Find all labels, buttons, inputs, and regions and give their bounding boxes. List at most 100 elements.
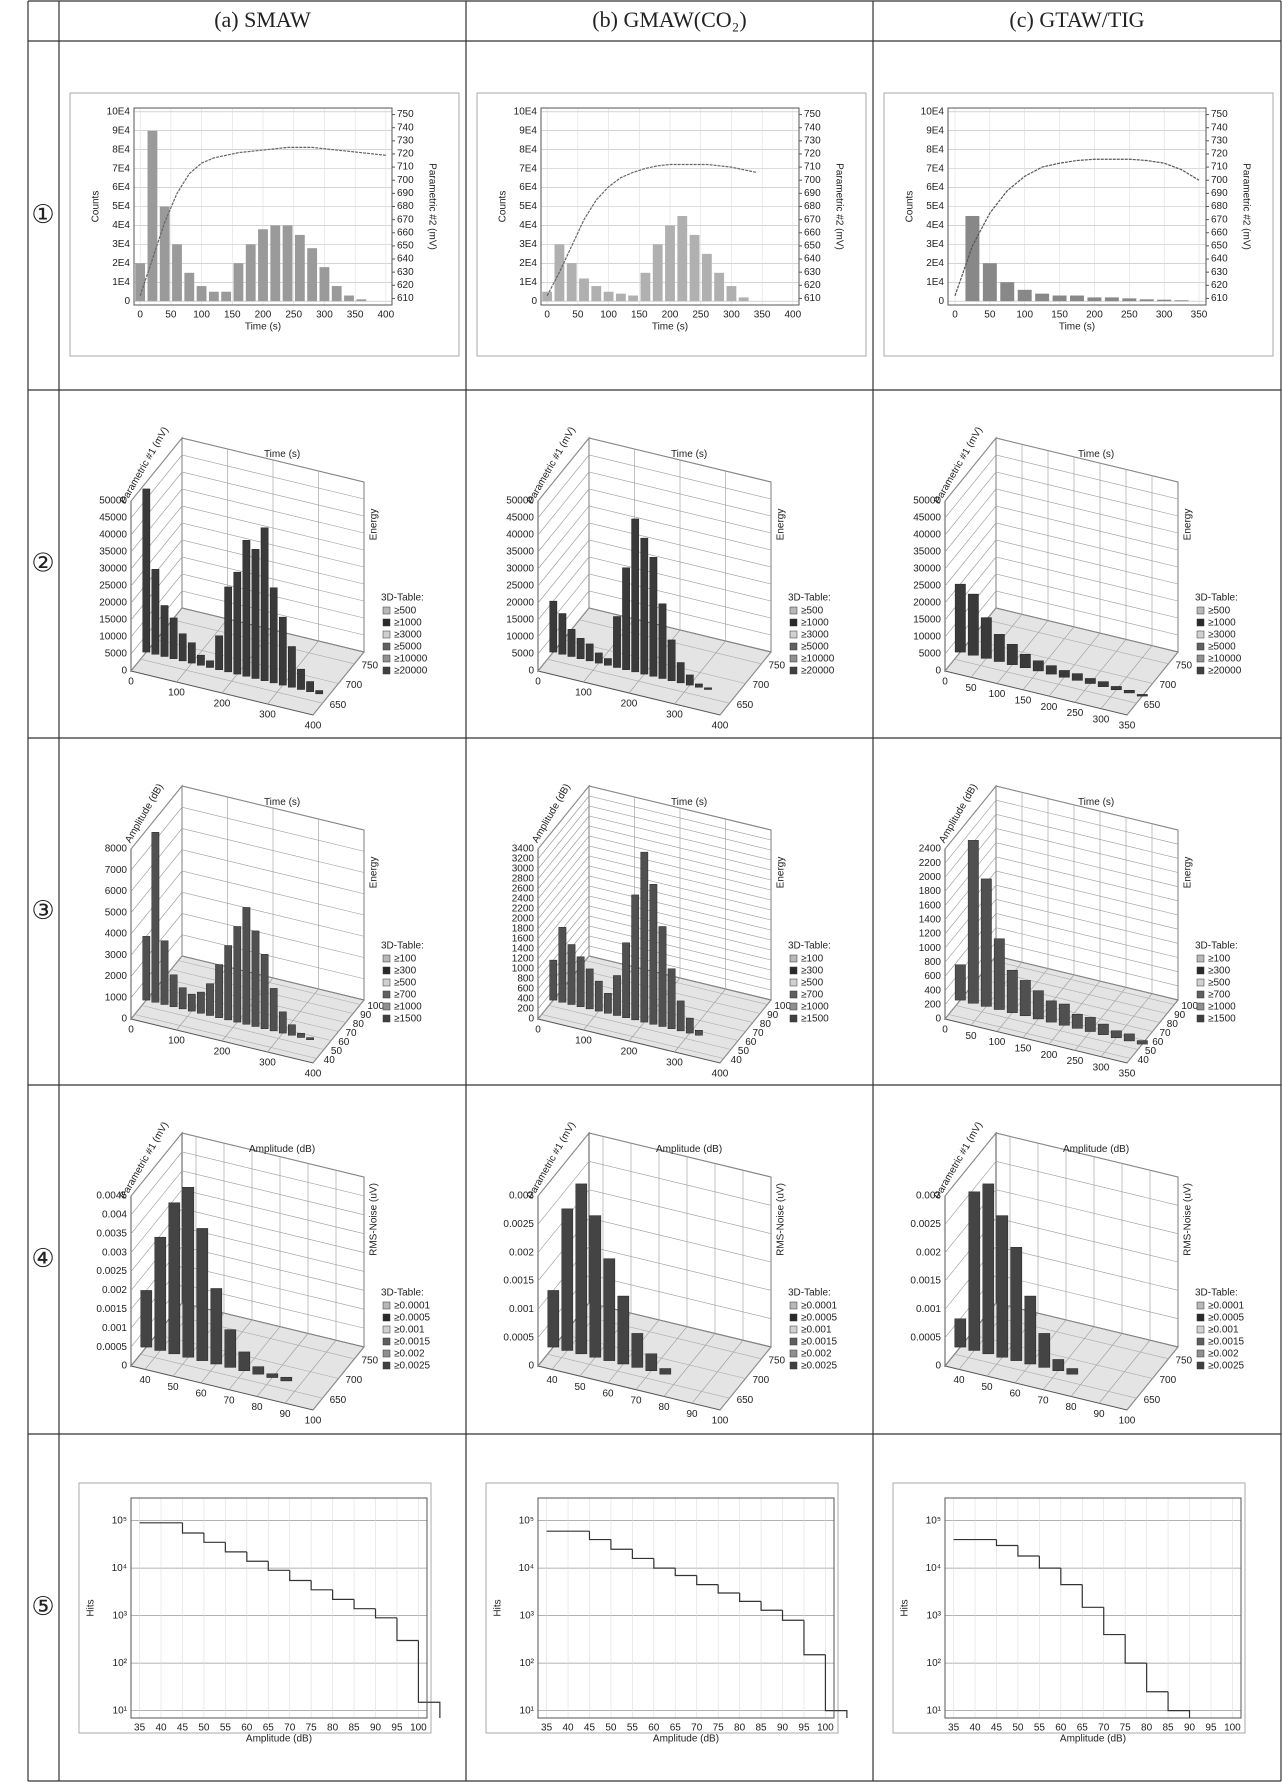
y2-tick-label: 720 xyxy=(804,149,821,160)
bar-3d xyxy=(1071,673,1083,681)
side-axis-label: Energy xyxy=(1183,509,1194,541)
chart-frame xyxy=(476,92,867,357)
y2-tick-label: 710 xyxy=(1211,162,1228,173)
grid-line xyxy=(547,658,730,704)
x-tick-label: 100 xyxy=(305,1416,322,1427)
x-tick-label: 70 xyxy=(691,1723,703,1734)
y2-tick-label: 650 xyxy=(804,241,821,252)
x-tick-label: 250 xyxy=(1121,310,1138,321)
depth-tick-label: 70 xyxy=(346,1028,358,1039)
legend-swatch xyxy=(1196,1349,1205,1358)
bar-3d xyxy=(954,583,966,653)
x-tick-label: 350 xyxy=(754,310,771,321)
y-tick-label: 10² xyxy=(520,1658,535,1669)
x-tick-label: 35 xyxy=(134,1723,146,1734)
x-tick-label: 95 xyxy=(798,1723,810,1734)
grid-line xyxy=(537,1132,772,1197)
z-tick-label: 200 xyxy=(924,999,941,1010)
legend-label: ≥0.001 xyxy=(801,1325,832,1336)
legend-swatch xyxy=(1196,990,1205,999)
bar-3d xyxy=(585,968,594,1010)
bar-3d xyxy=(306,681,314,692)
z-tick-label: 2000 xyxy=(105,971,128,982)
legend-swatch xyxy=(1196,1014,1205,1023)
legend-swatch xyxy=(382,654,391,663)
x-tick-label: 85 xyxy=(756,1723,768,1734)
x-tick-label: 250 xyxy=(1067,708,1084,719)
grid-line xyxy=(944,1274,1179,1338)
y2-tick-label: 610 xyxy=(804,293,821,304)
x-tick-label: 300 xyxy=(1093,714,1110,725)
bar-3d xyxy=(178,633,187,662)
z-tick-label: 1600 xyxy=(512,934,535,945)
step xyxy=(181,1522,204,1534)
legend-title: 3D-Table: xyxy=(1195,1288,1238,1299)
legend-title: 3D-Table: xyxy=(1195,593,1238,604)
z-tick-label: 25000 xyxy=(913,581,941,592)
grid-line xyxy=(141,1005,324,1050)
z-tick-label: 0.002 xyxy=(916,1247,941,1258)
z-tick-label: 1400 xyxy=(919,914,942,925)
plot-border xyxy=(133,107,393,306)
bar-3d xyxy=(576,638,585,659)
x-tick-label: 100 xyxy=(989,689,1006,700)
bar-3d xyxy=(1032,990,1044,1020)
y2-tick-label: 740 xyxy=(1211,122,1228,133)
bar-3d xyxy=(954,964,966,1001)
z-tick-label: 0.001 xyxy=(102,1323,127,1334)
bar xyxy=(184,272,195,302)
y2-tick-label: 640 xyxy=(397,254,414,265)
y-tick-label: 7E4 xyxy=(926,163,944,174)
x-tick-label: 50 xyxy=(574,1382,586,1393)
z-tick-label: 30000 xyxy=(506,564,534,575)
legend-label: ≥0.0025 xyxy=(1208,1361,1245,1372)
grid-line xyxy=(944,1217,1179,1282)
grid-line xyxy=(130,1170,365,1234)
legend-label: ≥0.0005 xyxy=(1208,1313,1245,1324)
z-tick-label: 7000 xyxy=(105,865,128,876)
x-tick-label: 70 xyxy=(223,1395,235,1406)
z-tick-label: 0.004 xyxy=(102,1210,127,1221)
chart: 10¹ 10² 10³ 10⁴ 10⁵ 35 40 45 50 55 60 65 70 75 80 85 90 9… xyxy=(78,1482,441,1745)
bar xyxy=(1139,299,1154,302)
z-tick-label: 0.0005 xyxy=(96,1342,127,1353)
bar xyxy=(1157,299,1172,302)
bar-3d xyxy=(210,1288,223,1365)
bar-3d xyxy=(631,894,640,1021)
grid-line xyxy=(663,1163,716,1397)
chart-frame xyxy=(883,92,1274,357)
legend-swatch xyxy=(789,666,798,675)
x-tick-label: 60 xyxy=(648,1723,660,1734)
z-tick-label: 1400 xyxy=(512,944,535,955)
bar-3d xyxy=(1110,1030,1122,1039)
bar-3d xyxy=(667,968,676,1029)
y2-tick-label: 630 xyxy=(1211,267,1228,278)
legend-swatch xyxy=(789,1361,798,1370)
legend-swatch xyxy=(1196,666,1205,675)
plot-border xyxy=(130,1497,428,1719)
x-tick-label: 300 xyxy=(259,1058,276,1069)
bar-3d xyxy=(631,518,640,673)
bar-3d xyxy=(982,1183,995,1355)
x-tick-label: 40 xyxy=(155,1723,167,1734)
legend-label: ≥500 xyxy=(1208,978,1231,989)
depth-tick-label: 700 xyxy=(1160,1375,1177,1386)
depth-tick-label: 90 xyxy=(360,1010,372,1021)
bar-3d xyxy=(142,488,151,653)
chart: 0 1000 2000 3000 4000 5000 6000 7000 8000 0 100 200… xyxy=(105,782,424,1079)
legend-label: ≥5000 xyxy=(394,642,422,653)
bar-3d xyxy=(140,1290,153,1348)
y-tick-label: 9E4 xyxy=(112,125,130,136)
bar-3d xyxy=(561,1208,574,1351)
grid-line xyxy=(130,1189,365,1253)
z-tick-label: 50000 xyxy=(913,496,941,507)
legend-label: ≥20000 xyxy=(394,666,428,677)
depth-tick-label: 100 xyxy=(1181,1001,1198,1012)
step xyxy=(246,1551,269,1562)
bar-3d xyxy=(558,927,567,1003)
legend-label: ≥700 xyxy=(801,990,824,1001)
legend-swatch xyxy=(382,1313,391,1322)
depth-tick-label: 650 xyxy=(737,700,754,711)
row-label: ⑤ xyxy=(31,1592,54,1622)
bar xyxy=(738,297,749,302)
